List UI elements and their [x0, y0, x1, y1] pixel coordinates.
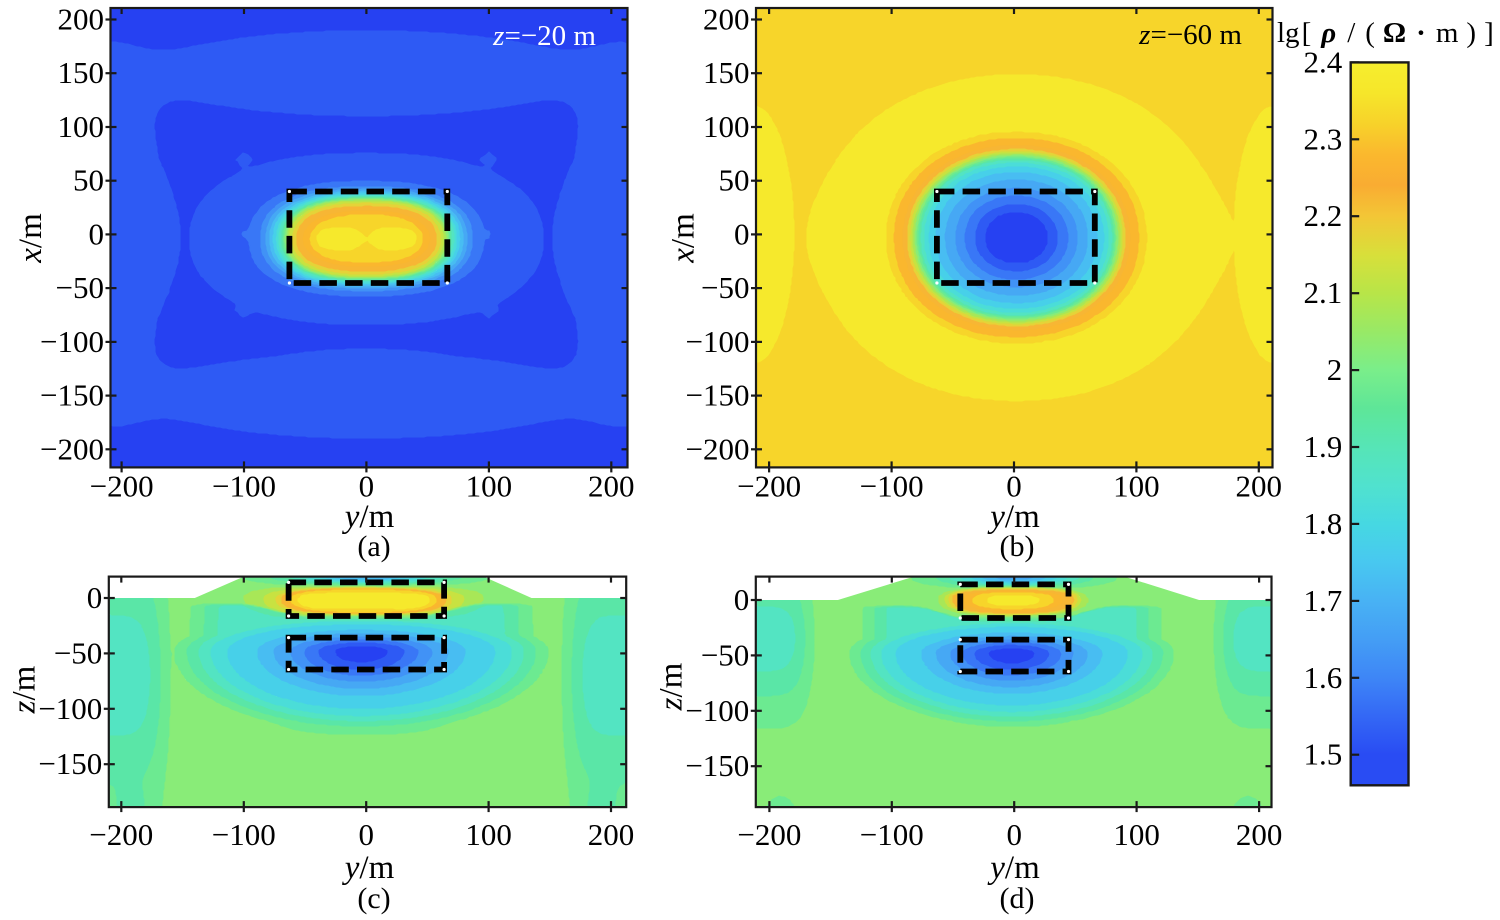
svg-text:lg[ρ/(Ω·m)]: lg[ρ /(Ω · m)]	[1277, 17, 1494, 49]
svg-text:0: 0	[89, 216, 105, 251]
svg-text:z=−20 m: z=−20 m	[492, 20, 596, 52]
svg-text:200: 200	[58, 2, 105, 37]
svg-text:y/m: y/m	[987, 499, 1040, 535]
svg-text:−100: −100	[40, 324, 104, 359]
svg-text:200: 200	[1236, 469, 1283, 504]
svg-text:0: 0	[734, 582, 750, 617]
svg-text:x/m: x/m	[666, 213, 702, 264]
svg-text:150: 150	[58, 55, 105, 90]
svg-text:−200: −200	[90, 469, 154, 504]
svg-text:0: 0	[359, 469, 375, 504]
svg-text:−100: −100	[686, 324, 750, 359]
svg-text:z/m: z/m	[7, 665, 43, 714]
svg-text:1.6: 1.6	[1303, 660, 1342, 695]
svg-text:−100: −100	[38, 691, 102, 726]
svg-text:−100: −100	[685, 693, 749, 728]
svg-text:100: 100	[58, 109, 105, 144]
svg-text:(c): (c)	[357, 882, 390, 915]
svg-text:−200: −200	[40, 431, 104, 466]
svg-text:(b): (b)	[1000, 530, 1035, 563]
svg-text:−200: −200	[737, 469, 801, 504]
svg-text:100: 100	[465, 817, 512, 852]
svg-text:0: 0	[1006, 817, 1022, 852]
svg-text:0: 0	[1006, 469, 1022, 504]
svg-text:2: 2	[1327, 352, 1343, 387]
svg-text:2.3: 2.3	[1303, 121, 1342, 156]
svg-text:−100: −100	[860, 817, 924, 852]
svg-text:−50: −50	[56, 270, 104, 305]
svg-text:150: 150	[703, 55, 750, 90]
svg-text:y/m: y/m	[987, 850, 1040, 886]
svg-text:−50: −50	[701, 270, 749, 305]
svg-text:200: 200	[588, 817, 635, 852]
svg-text:z=−60 m: z=−60 m	[1138, 19, 1242, 51]
svg-text:50: 50	[719, 163, 750, 198]
svg-text:(d): (d)	[1000, 882, 1035, 915]
svg-text:2.1: 2.1	[1303, 275, 1342, 310]
svg-text:−50: −50	[54, 635, 102, 670]
svg-text:100: 100	[1113, 817, 1160, 852]
svg-text:1.7: 1.7	[1303, 583, 1342, 618]
svg-text:2.2: 2.2	[1303, 198, 1342, 233]
svg-text:−150: −150	[685, 748, 749, 783]
svg-text:x/m: x/m	[13, 213, 49, 264]
svg-text:z/m: z/m	[654, 662, 690, 711]
svg-text:1.5: 1.5	[1303, 737, 1342, 772]
svg-text:0: 0	[734, 216, 750, 251]
svg-text:y/m: y/m	[342, 850, 395, 886]
svg-text:−150: −150	[38, 746, 102, 781]
svg-text:−100: −100	[212, 817, 276, 852]
svg-text:100: 100	[1113, 469, 1160, 504]
svg-text:200: 200	[588, 469, 635, 504]
svg-text:(a): (a)	[357, 530, 390, 563]
svg-text:0: 0	[358, 817, 374, 852]
svg-text:−200: −200	[686, 431, 750, 466]
svg-text:−150: −150	[40, 378, 104, 413]
svg-text:−100: −100	[212, 469, 276, 504]
svg-text:−50: −50	[701, 637, 749, 672]
svg-text:0: 0	[87, 580, 103, 615]
svg-text:−150: −150	[686, 378, 750, 413]
svg-text:100: 100	[703, 109, 750, 144]
svg-text:−200: −200	[89, 817, 153, 852]
svg-text:200: 200	[1236, 817, 1283, 852]
svg-text:200: 200	[703, 2, 750, 37]
svg-text:−200: −200	[737, 817, 801, 852]
svg-text:100: 100	[466, 469, 513, 504]
svg-text:−100: −100	[860, 469, 924, 504]
svg-text:2.4: 2.4	[1303, 44, 1342, 79]
svg-text:y/m: y/m	[342, 499, 395, 535]
svg-text:1.9: 1.9	[1303, 429, 1342, 464]
svg-text:1.8: 1.8	[1303, 506, 1342, 541]
svg-text:50: 50	[73, 163, 104, 198]
